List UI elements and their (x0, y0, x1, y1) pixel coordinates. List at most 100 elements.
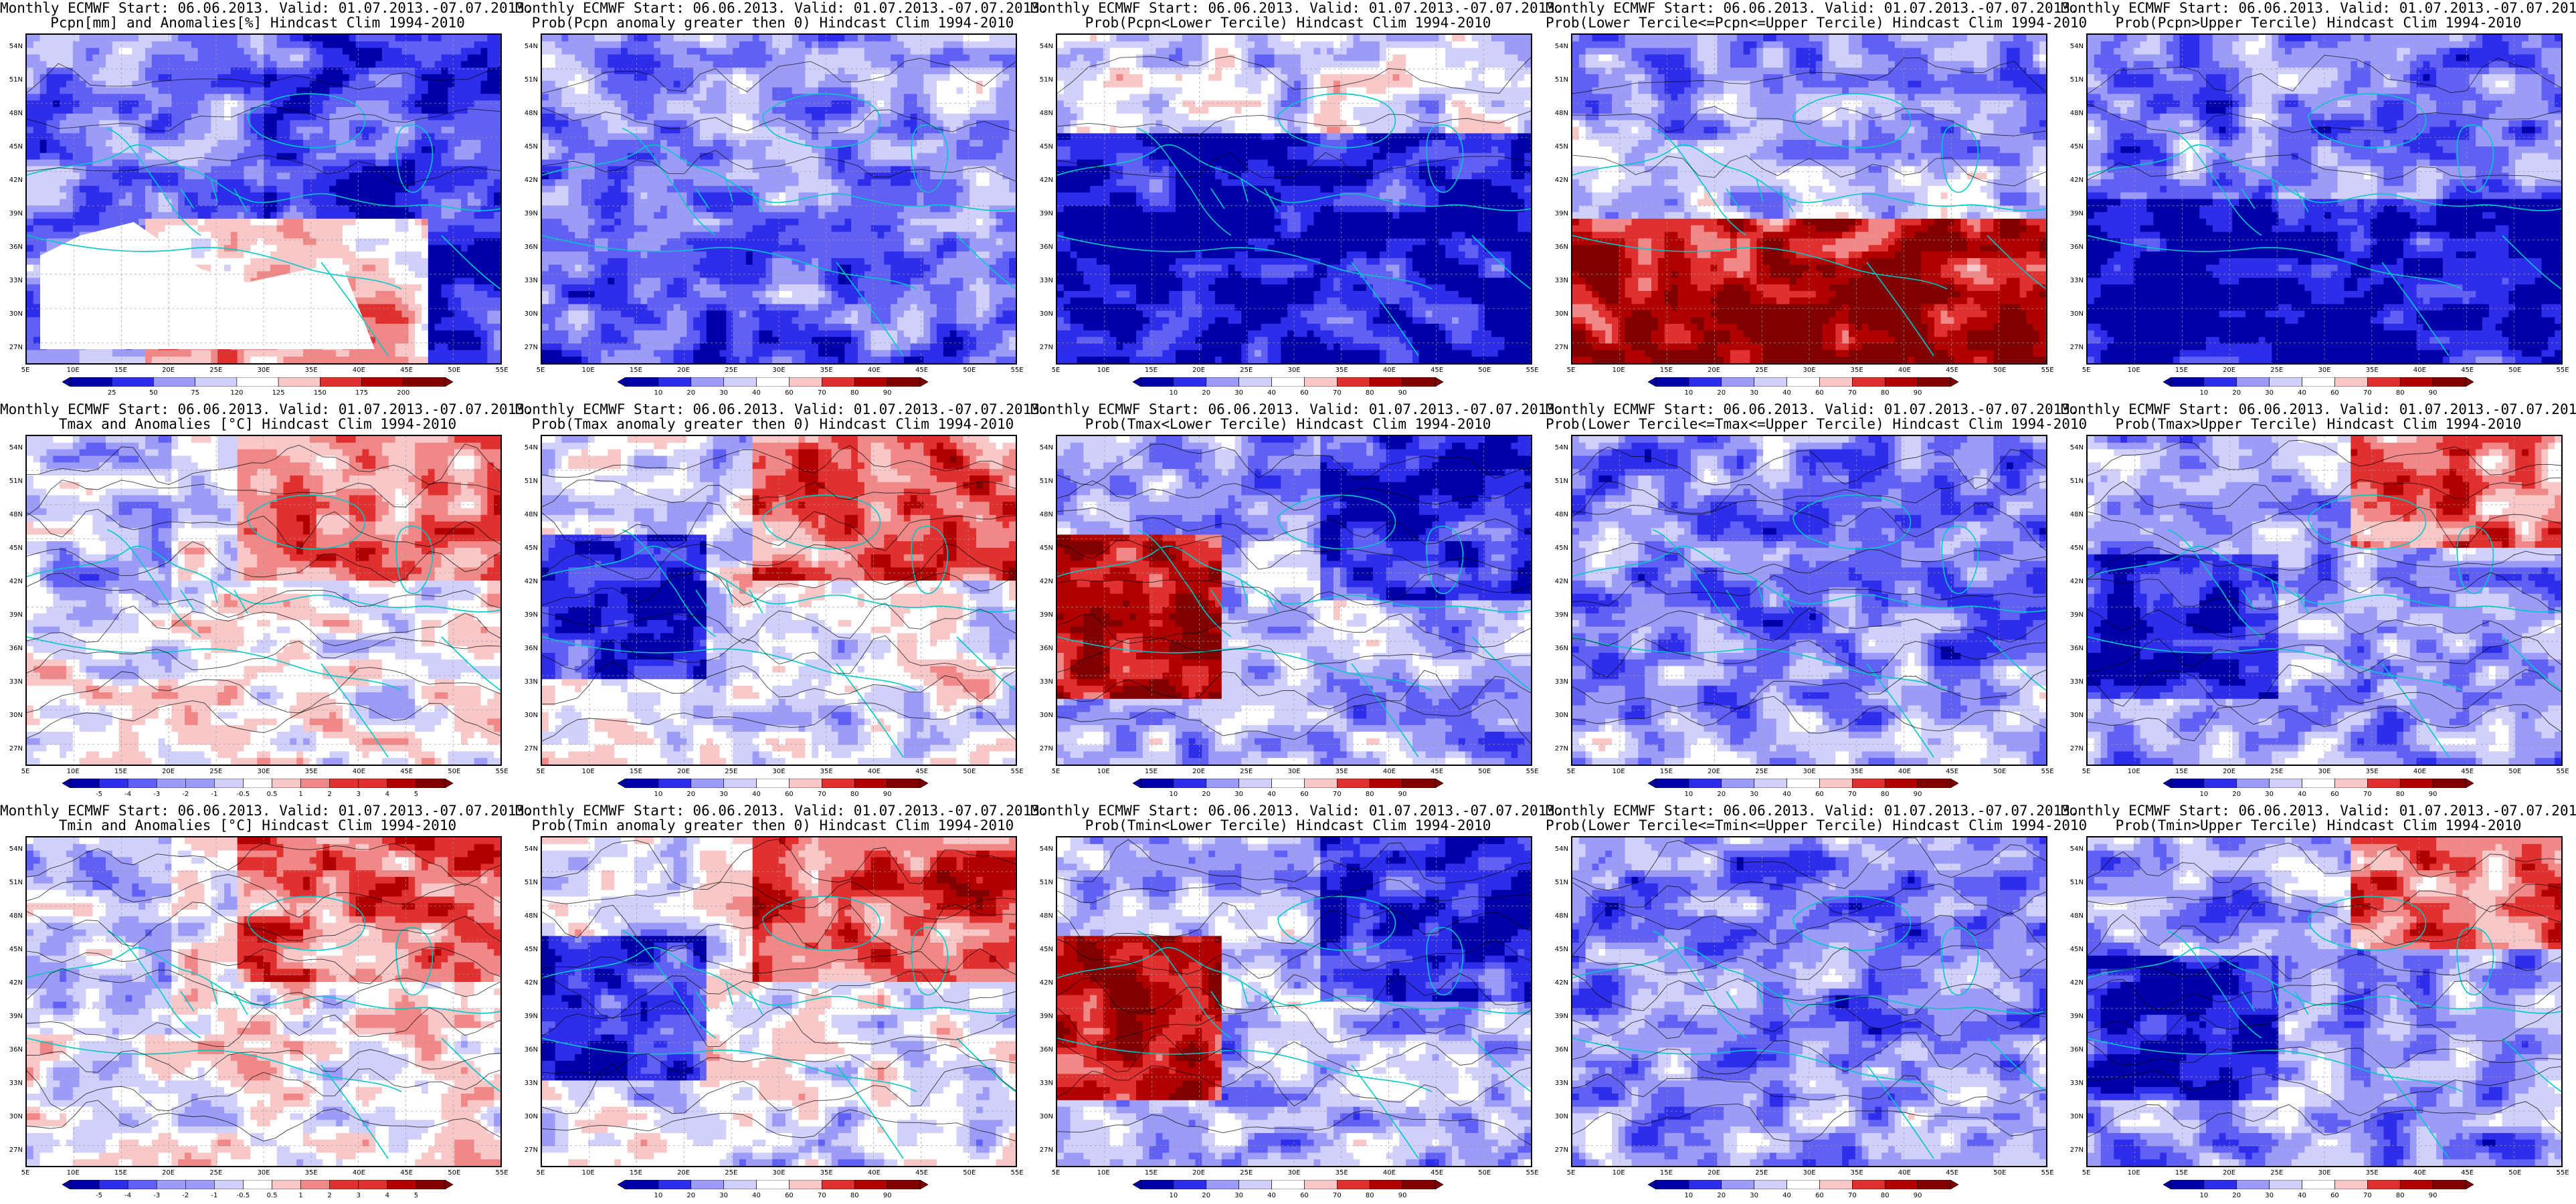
latitude-label: 30N (2065, 310, 2084, 318)
colorbar-tick-label: 75 (185, 389, 205, 397)
longitude-label: 5E (1046, 1169, 1066, 1177)
longitude-label: 15E (2171, 367, 2191, 374)
colorbar-tick-label: -4 (118, 1192, 138, 1199)
colorbar-tick-label: 20 (1196, 389, 1216, 397)
colorbar-tick-label: 60 (779, 791, 799, 798)
longitude-label: 55E (1522, 1169, 1542, 1177)
longitude-label: 30E (769, 768, 789, 775)
colorbar-tick-label: 70 (1327, 1192, 1347, 1199)
panel-title-line1: Monthly ECMWF Start: 06.06.2013. Valid: … (1030, 803, 1564, 819)
latitude-label: 42N (1550, 177, 1568, 184)
longitude-label: 55E (492, 367, 512, 374)
panel-title-line2: Prob(Lower Tercile<=Tmin<=Upper Tercile)… (1546, 817, 2087, 833)
colorbar-tick-label: 10 (1164, 1192, 1184, 1199)
latitude-label: 51N (1034, 76, 1053, 84)
latitude-label: 54N (4, 845, 23, 853)
longitude-label: 5E (531, 367, 551, 374)
latitude-label: 42N (1034, 578, 1053, 585)
forecast-field (2088, 436, 2561, 765)
longitude-label: 15E (2171, 768, 2191, 775)
latitude-label: 36N (4, 1046, 23, 1054)
longitude-label: 40E (2409, 768, 2429, 775)
latitude-label: 54N (519, 845, 538, 853)
latitude-label: 45N (1550, 143, 1568, 150)
longitude-label: 10E (2124, 1169, 2144, 1177)
latitude-label: 36N (1034, 243, 1053, 251)
latitude-label: 51N (2065, 478, 2084, 485)
longitude-label: 5E (1561, 367, 1581, 374)
latitude-label: 39N (2065, 611, 2084, 619)
longitude-label: 35E (1847, 1169, 1867, 1177)
panel-title-line1: Monthly ECMWF Start: 06.06.2013. Valid: … (1546, 803, 2079, 819)
colorbar (62, 779, 453, 788)
longitude-label: 45E (1942, 367, 1962, 374)
forecast-field (2088, 837, 2561, 1166)
latitude-label: 51N (1034, 478, 1053, 485)
latitude-label: 48N (4, 511, 23, 518)
longitude-label: 5E (531, 1169, 551, 1177)
panel-title-line1: Monthly ECMWF Start: 06.06.2013. Valid: … (1030, 0, 1564, 16)
latitude-label: 42N (1034, 979, 1053, 987)
colorbar-tick-label: 60 (1294, 1192, 1314, 1199)
colorbar-tick-label: 70 (1842, 791, 1862, 798)
longitude-label: 10E (578, 367, 598, 374)
longitude-label: 55E (1007, 367, 1027, 374)
latitude-label: 48N (4, 110, 23, 117)
longitude-label: 20E (674, 1169, 694, 1177)
latitude-label: 51N (4, 478, 23, 485)
colorbar-tick-label: 0.5 (262, 1192, 282, 1199)
map-panel: Monthly ECMWF Start: 06.06.2013. Valid: … (515, 0, 1048, 401)
latitude-label: 54N (2065, 845, 2084, 853)
longitude-label: 10E (2124, 367, 2144, 374)
colorbar-tick-label: 10 (2194, 791, 2214, 798)
longitude-label: 25E (206, 367, 226, 374)
panel-title-line2: Tmin and Anomalies [°C] Hindcast Clim 19… (0, 817, 515, 833)
colorbar-tick-label: 80 (1875, 389, 1895, 397)
longitude-label: 15E (1656, 1169, 1676, 1177)
colorbar-tick-label: 60 (1294, 791, 1314, 798)
latitude-label: 36N (2065, 1046, 2084, 1054)
latitude-label: 48N (519, 511, 538, 518)
latitude-label: 54N (519, 43, 538, 50)
latitude-label: 33N (4, 678, 23, 686)
latitude-label: 48N (4, 912, 23, 920)
longitude-label: 15E (110, 768, 130, 775)
colorbar-tick-label: -1 (204, 791, 224, 798)
latitude-label: 27N (4, 745, 23, 752)
latitude-label: 54N (1034, 43, 1053, 50)
colorbar-tick-label: 10 (1164, 389, 1184, 397)
longitude-label: 15E (626, 1169, 646, 1177)
colorbar-tick-label: 80 (1875, 791, 1895, 798)
latitude-label: 54N (4, 43, 23, 50)
longitude-label: 10E (63, 367, 83, 374)
colorbar-tick-label: 150 (310, 389, 330, 397)
latitude-label: 42N (1550, 578, 1568, 585)
longitude-label: 25E (721, 1169, 741, 1177)
map-panel: Monthly ECMWF Start: 06.06.2013. Valid: … (0, 401, 533, 803)
longitude-label: 30E (769, 1169, 789, 1177)
longitude-label: 25E (1236, 367, 1257, 374)
map-frame (541, 435, 1017, 766)
latitude-label: 39N (2065, 1013, 2084, 1020)
colorbar-tick-label: 90 (1908, 791, 1928, 798)
longitude-label: 55E (2553, 768, 2573, 775)
longitude-label: 20E (1704, 768, 1724, 775)
longitude-label: 30E (1799, 768, 1819, 775)
panel-title-line2: Prob(Lower Tercile<=Pcpn<=Upper Tercile)… (1546, 15, 2087, 31)
longitude-label: 45E (397, 367, 417, 374)
colorbar-tick-label: 3 (349, 1192, 369, 1199)
latitude-label: 39N (1034, 1013, 1053, 1020)
longitude-label: 5E (1046, 768, 1066, 775)
latitude-label: 30N (1034, 712, 1053, 719)
latitude-label: 42N (4, 177, 23, 184)
longitude-label: 40E (349, 768, 369, 775)
latitude-label: 48N (2065, 511, 2084, 518)
longitude-label: 25E (1752, 367, 1772, 374)
longitude-label: 55E (1007, 768, 1027, 775)
latitude-label: 30N (2065, 1113, 2084, 1120)
colorbar-tick-label: 90 (1392, 791, 1412, 798)
latitude-label: 39N (519, 1013, 538, 1020)
colorbar-tick-label: 90 (1392, 1192, 1412, 1199)
colorbar-tick-label: 1 (291, 1192, 311, 1199)
